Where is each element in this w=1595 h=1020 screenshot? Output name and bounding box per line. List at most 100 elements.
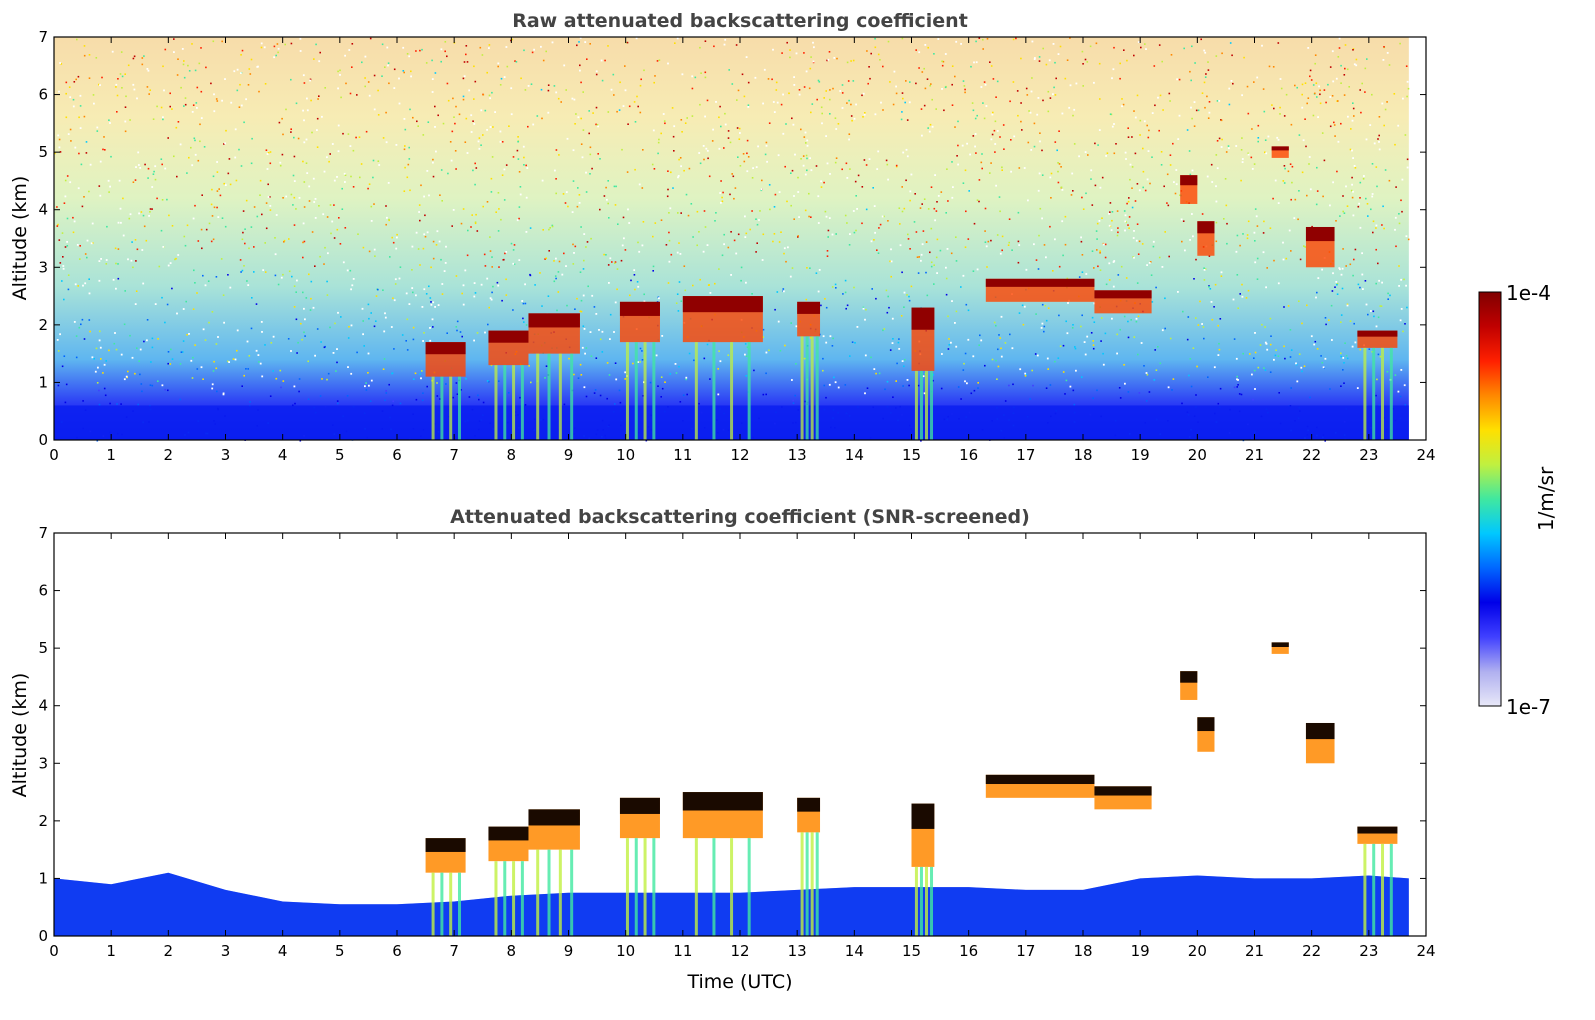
x-tick-label: 21 [1245,446,1264,464]
x-tick-label: 24 [1416,446,1435,464]
y-tick-label: 0 [38,927,48,945]
x-tick-label: 2 [164,942,174,960]
y-tick-label: 2 [38,812,48,830]
x-tick-label: 14 [845,446,864,464]
x-tick-label: 13 [788,446,807,464]
y-tick-label: 6 [38,86,48,104]
cloud-feature [1271,146,1289,158]
panel-screened: Attenuated backscattering coefficient (S… [9,506,1436,993]
x-tick-label: 23 [1359,446,1378,464]
plot-area-raw [54,37,1410,442]
x-tick-label: 13 [788,942,807,960]
cloud-feature [797,301,821,440]
cloud-feature [797,797,821,936]
x-tick-label: 16 [959,942,978,960]
chart-title: Raw attenuated backscattering coefficien… [512,10,968,32]
plot-frame [53,532,1427,937]
cloud-feature [619,301,660,440]
cloud-feature [488,826,529,936]
cloud-feature [682,296,763,440]
plot-area-screened [54,642,1409,936]
x-tick-label: 20 [1188,446,1207,464]
x-tick-label: 12 [730,942,749,960]
x-tick-label: 18 [1073,446,1092,464]
panel-raw: Raw attenuated backscattering coefficien… [9,10,1436,464]
x-tick-label: 11 [673,446,692,464]
x-tick-label: 24 [1416,942,1435,960]
x-tick-label: 22 [1302,942,1321,960]
y-tick-label: 2 [38,316,48,334]
x-tick-label: 15 [902,446,921,464]
colorbar: 1e-4 1e-7 1/m/sr [1478,281,1558,719]
x-tick-label: 8 [507,942,517,960]
x-tick-label: 3 [221,446,231,464]
x-tick-label: 0 [49,446,59,464]
cloud-feature [682,792,763,936]
colorbar-max-label: 1e-4 [1506,281,1551,305]
cloud-feature [1271,642,1289,654]
cloud-feature [488,330,529,440]
y-axis: 0 1 2 3 4 5 6 7 [38,28,1426,449]
y-axis-label: Altitude (km) [9,176,31,301]
y-tick-label: 4 [38,201,48,219]
x-tick-label: 17 [1016,446,1035,464]
x-tick-label: 9 [564,446,574,464]
x-tick-label: 6 [392,446,402,464]
cloud-feature [1305,226,1335,268]
x-tick-label: 9 [564,942,574,960]
cloud-feature [528,809,580,936]
x-tick-label: 21 [1245,942,1264,960]
x-tick-label: 8 [507,446,517,464]
x-tick-label: 1 [106,942,116,960]
x-axis: 0 1 2 3 4 5 6 7 8 9 10 11 12 13 14 15 16 17 18 19 20 21 22 23 24 [49,533,1436,960]
x-tick-label: 14 [845,942,864,960]
y-tick-label: 5 [38,143,48,161]
x-tick-label: 17 [1016,942,1035,960]
y-tick-label: 6 [38,582,48,600]
cloud-feature [1197,221,1215,256]
colorbar-min-label: 1e-7 [1506,695,1551,719]
x-tick-label: 0 [49,942,59,960]
x-tick-label: 10 [616,942,635,960]
y-tick-label: 3 [38,754,48,772]
x-tick-label: 18 [1073,942,1092,960]
cloud-feature [425,838,466,936]
cloud-feature [1094,290,1152,314]
x-tick-label: 23 [1359,942,1378,960]
x-tick-label: 3 [221,942,231,960]
x-tick-label: 12 [730,446,749,464]
x-tick-label: 16 [959,446,978,464]
cloud-feature [1180,671,1198,700]
y-tick-label: 1 [38,373,48,391]
colorbar-label: 1/m/sr [1534,466,1558,531]
cloud-feature [985,278,1095,302]
cloud-feature [1357,826,1398,936]
y-tick-label: 7 [38,524,48,542]
cloud-feature [985,774,1095,798]
x-tick-label: 15 [902,942,921,960]
x-tick-label: 1 [106,446,116,464]
x-tick-label: 7 [449,446,459,464]
cloud-feature [1197,717,1215,752]
y-axis-label: Altitude (km) [9,673,31,798]
chart-title: Attenuated backscattering coefficient (S… [450,506,1030,528]
colorbar-strip [1478,291,1502,707]
x-tick-label: 19 [1131,942,1150,960]
y-tick-label: 5 [38,639,48,657]
x-tick-label: 22 [1302,446,1321,464]
x-tick-label: 11 [673,942,692,960]
cloud-feature [1094,786,1152,810]
cloud-feature [911,307,935,440]
cloud-feature [1305,722,1335,764]
x-tick-label: 7 [449,942,459,960]
y-tick-label: 4 [38,697,48,715]
cloud-feature [528,313,580,440]
y-tick-label: 0 [38,431,48,449]
x-tick-label: 4 [278,942,288,960]
x-tick-label: 6 [392,942,402,960]
x-tick-label: 20 [1188,942,1207,960]
x-tick-label: 5 [335,446,345,464]
cloud-feature [911,803,935,936]
cloud-feature [1357,330,1398,440]
